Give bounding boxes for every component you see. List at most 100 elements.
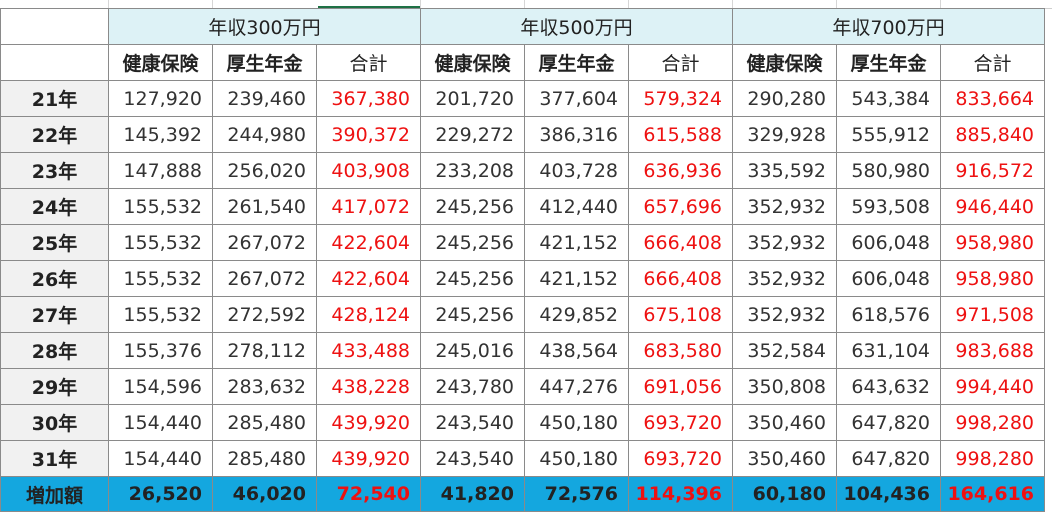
value-cell[interactable]: 447,276 [524,368,629,405]
col-header-pension[interactable]: 厚生年金 [524,44,629,81]
value-cell[interactable]: 422,604 [316,260,421,297]
total-row-header[interactable]: 増加額 [0,476,109,512]
value-cell[interactable]: 579,324 [628,80,733,117]
row-header[interactable]: 23年 [0,152,109,189]
value-cell[interactable]: 352,932 [732,188,837,225]
value-cell[interactable]: 245,256 [420,224,525,261]
value-cell[interactable]: 243,540 [420,404,525,441]
value-cell[interactable]: 245,016 [420,332,525,369]
value-cell[interactable]: 593,508 [836,188,941,225]
total-value-cell[interactable]: 164,616 [940,476,1045,512]
value-cell[interactable]: 155,532 [108,188,213,225]
value-cell[interactable]: 885,840 [940,116,1045,153]
value-cell[interactable]: 352,932 [732,224,837,261]
value-cell[interactable]: 606,048 [836,224,941,261]
row-header[interactable]: 28年 [0,332,109,369]
value-cell[interactable]: 285,480 [212,440,317,477]
value-cell[interactable]: 245,256 [420,296,525,333]
value-cell[interactable]: 377,604 [524,80,629,117]
value-cell[interactable]: 983,688 [940,332,1045,369]
col-header-sum[interactable]: 合計 [940,44,1045,81]
value-cell[interactable]: 647,820 [836,440,941,477]
row-header[interactable]: 22年 [0,116,109,153]
value-cell[interactable]: 666,408 [628,260,733,297]
col-header-health[interactable]: 健康保険 [420,44,525,81]
value-cell[interactable]: 155,532 [108,296,213,333]
value-cell[interactable]: 283,632 [212,368,317,405]
value-cell[interactable]: 422,604 [316,224,421,261]
row-header[interactable]: 26年 [0,260,109,297]
value-cell[interactable]: 958,980 [940,260,1045,297]
total-value-cell[interactable]: 72,576 [524,476,629,512]
value-cell[interactable]: 352,584 [732,332,837,369]
value-cell[interactable]: 127,920 [108,80,213,117]
value-cell[interactable]: 147,888 [108,152,213,189]
value-cell[interactable]: 916,572 [940,152,1045,189]
col-header-pension[interactable]: 厚生年金 [836,44,941,81]
value-cell[interactable]: 994,440 [940,368,1045,405]
total-value-cell[interactable]: 60,180 [732,476,837,512]
value-cell[interactable]: 647,820 [836,404,941,441]
value-cell[interactable]: 450,180 [524,440,629,477]
value-cell[interactable]: 329,928 [732,116,837,153]
row-header[interactable]: 27年 [0,296,109,333]
value-cell[interactable]: 290,280 [732,80,837,117]
value-cell[interactable]: 261,540 [212,188,317,225]
value-cell[interactable]: 352,932 [732,260,837,297]
value-cell[interactable]: 606,048 [836,260,941,297]
value-cell[interactable]: 201,720 [420,80,525,117]
corner-cell[interactable] [0,44,109,81]
group-header-700[interactable]: 年収700万円 [732,8,1045,45]
value-cell[interactable]: 243,780 [420,368,525,405]
value-cell[interactable]: 428,124 [316,296,421,333]
value-cell[interactable]: 946,440 [940,188,1045,225]
group-header-500[interactable]: 年収500万円 [420,8,733,45]
value-cell[interactable]: 421,152 [524,224,629,261]
value-cell[interactable]: 438,228 [316,368,421,405]
value-cell[interactable]: 693,720 [628,440,733,477]
value-cell[interactable]: 631,104 [836,332,941,369]
value-cell[interactable]: 429,852 [524,296,629,333]
value-cell[interactable]: 683,580 [628,332,733,369]
value-cell[interactable]: 350,460 [732,440,837,477]
row-header[interactable]: 24年 [0,188,109,225]
value-cell[interactable]: 958,980 [940,224,1045,261]
row-header[interactable]: 29年 [0,368,109,405]
value-cell[interactable]: 693,720 [628,404,733,441]
value-cell[interactable]: 998,280 [940,440,1045,477]
value-cell[interactable]: 350,460 [732,404,837,441]
value-cell[interactable]: 412,440 [524,188,629,225]
value-cell[interactable]: 154,596 [108,368,213,405]
total-value-cell[interactable]: 72,540 [316,476,421,512]
value-cell[interactable]: 971,508 [940,296,1045,333]
value-cell[interactable]: 433,488 [316,332,421,369]
value-cell[interactable]: 350,808 [732,368,837,405]
value-cell[interactable]: 657,696 [628,188,733,225]
value-cell[interactable]: 367,380 [316,80,421,117]
value-cell[interactable]: 618,576 [836,296,941,333]
col-header-pension[interactable]: 厚生年金 [212,44,317,81]
row-header[interactable]: 31年 [0,440,109,477]
value-cell[interactable]: 636,936 [628,152,733,189]
value-cell[interactable]: 998,280 [940,404,1045,441]
row-header[interactable]: 21年 [0,80,109,117]
value-cell[interactable]: 386,316 [524,116,629,153]
value-cell[interactable]: 450,180 [524,404,629,441]
value-cell[interactable]: 335,592 [732,152,837,189]
value-cell[interactable]: 154,440 [108,440,213,477]
value-cell[interactable]: 439,920 [316,404,421,441]
total-value-cell[interactable]: 104,436 [836,476,941,512]
row-header[interactable]: 25年 [0,224,109,261]
value-cell[interactable]: 615,588 [628,116,733,153]
col-header-sum[interactable]: 合計 [628,44,733,81]
value-cell[interactable]: 666,408 [628,224,733,261]
value-cell[interactable]: 643,632 [836,368,941,405]
value-cell[interactable]: 229,272 [420,116,525,153]
value-cell[interactable]: 438,564 [524,332,629,369]
value-cell[interactable]: 245,256 [420,260,525,297]
value-cell[interactable]: 155,376 [108,332,213,369]
row-header[interactable]: 30年 [0,404,109,441]
value-cell[interactable]: 155,532 [108,224,213,261]
value-cell[interactable]: 403,728 [524,152,629,189]
group-header-300[interactable]: 年収300万円 [108,8,421,45]
